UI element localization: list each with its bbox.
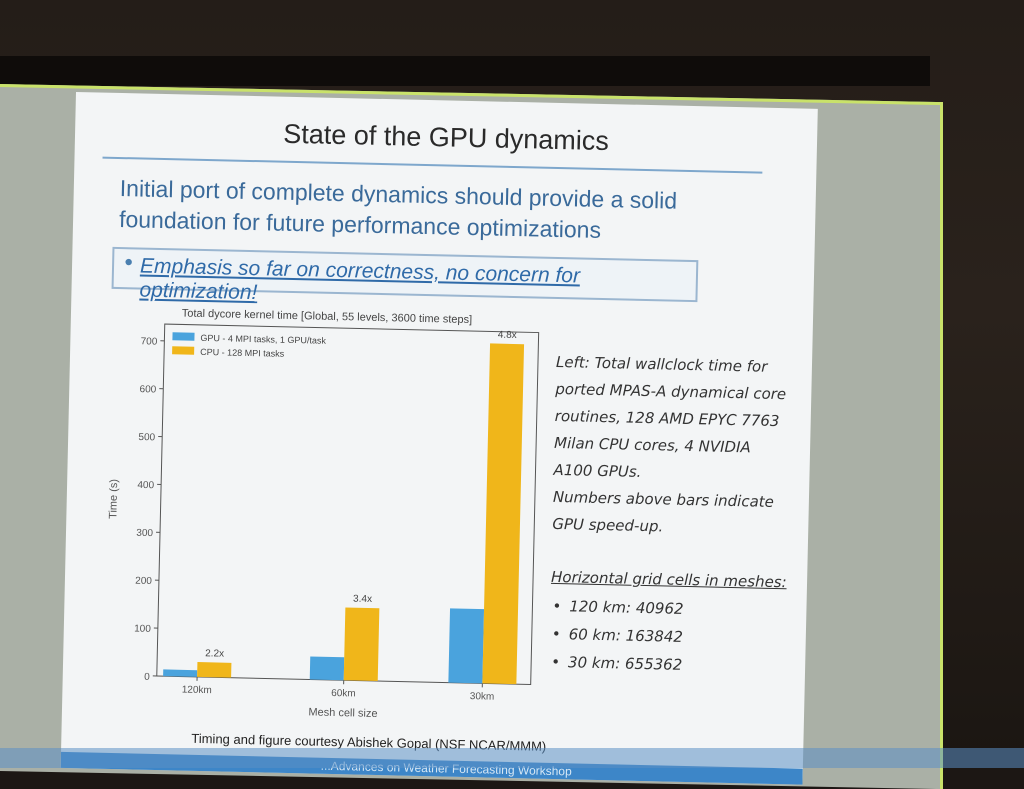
legend-swatch <box>172 346 194 354</box>
gpu-bar <box>310 656 345 680</box>
y-tick-label: 200 <box>135 576 152 587</box>
y-tick-label: 0 <box>144 672 150 683</box>
projector-screen-housing <box>0 56 930 86</box>
desc-line-7: GPU speed-up. <box>552 511 803 544</box>
cpu-bar <box>482 343 524 684</box>
gpu-bar <box>163 669 197 676</box>
y-tick-label: 500 <box>138 432 155 443</box>
y-axis-label: Time (s) <box>107 479 120 519</box>
list-item: 120 km: 40962 <box>552 593 801 626</box>
y-axis: 0 100 200 300 400 500 600 700 <box>133 336 165 683</box>
slide-subtitle: Initial port of complete dynamics should… <box>119 173 760 250</box>
presentation-slide: State of the GPU dynamics Initial port o… <box>61 92 818 785</box>
legend-label: GPU - 4 MPI tasks, 1 GPU/task <box>200 333 326 346</box>
y-tick-label: 400 <box>137 480 154 491</box>
x-tick-label: 60km <box>331 688 356 700</box>
grid-cells-list: 120 km: 40962 60 km: 163842 30 km: 65536… <box>549 593 801 682</box>
speedup-label: 2.2x <box>205 648 224 659</box>
speedup-label: 4.8x <box>498 330 517 341</box>
y-tick-label: 300 <box>136 528 153 539</box>
legend-label: CPU - 128 MPI tasks <box>200 347 285 359</box>
bottom-glare <box>0 748 1024 768</box>
x-tick-label: 120km <box>182 685 212 697</box>
gpu-bar <box>448 608 484 683</box>
title-divider <box>102 157 762 174</box>
emphasis-callout: • Emphasis so far on correctness, no con… <box>112 247 699 302</box>
grid-cells-heading: Horizontal grid cells in meshes: <box>551 564 802 597</box>
y-tick-label: 100 <box>134 624 151 635</box>
y-tick-label: 700 <box>141 336 158 347</box>
list-item: 30 km: 655362 <box>551 649 800 682</box>
bars-group <box>163 336 524 684</box>
x-tick-label: 30km <box>470 691 495 703</box>
bullet-icon: • <box>122 251 136 276</box>
slide-title: State of the GPU dynamics <box>75 114 818 162</box>
x-axis-label: Mesh cell size <box>308 706 377 720</box>
speedup-label: 3.4x <box>353 594 372 605</box>
cpu-bar <box>197 662 231 678</box>
bar-chart: Total dycore kernel time [Global, 55 lev… <box>78 300 549 730</box>
chart-title: Total dycore kernel time [Global, 55 lev… <box>182 307 473 326</box>
cpu-bar <box>344 607 380 681</box>
y-tick-label: 600 <box>139 384 156 395</box>
description-panel: Left: Total wallclock time for ported MP… <box>549 349 806 683</box>
legend-swatch <box>172 332 194 340</box>
list-item: 60 km: 163842 <box>552 621 801 654</box>
